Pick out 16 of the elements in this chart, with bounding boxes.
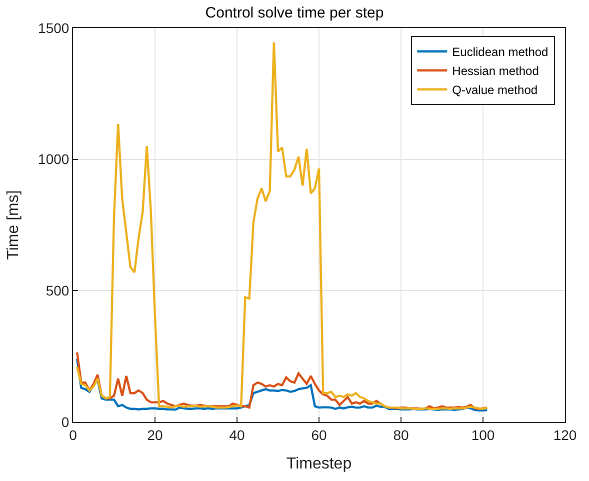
x-tick-label: 40 <box>229 426 245 443</box>
legend-label: Hessian method <box>452 64 539 78</box>
y-tick-label: 1000 <box>38 151 70 168</box>
chart-title: Control solve time per step <box>205 4 384 22</box>
x-tick-label: 120 <box>553 426 577 443</box>
y-axis-title: Time [ms] <box>4 190 22 260</box>
legend-label: Q-value method <box>452 83 538 98</box>
x-tick-label: 20 <box>147 426 163 443</box>
y-tick-label: 0 <box>61 414 70 430</box>
y-tick-label: 1500 <box>38 20 70 36</box>
x-axis-title: Timestep <box>286 456 352 472</box>
x-tick-label: 100 <box>471 426 495 443</box>
x-tick-label: 60 <box>311 426 327 443</box>
x-tick-label: 80 <box>393 426 409 443</box>
legend-label: Euclidean method <box>452 45 548 60</box>
y-tick-label: 500 <box>46 282 70 299</box>
